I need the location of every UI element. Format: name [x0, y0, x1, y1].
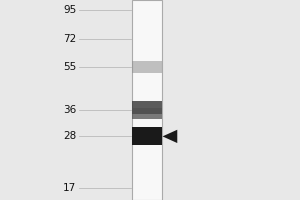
Text: 95: 95	[63, 5, 76, 15]
Bar	[132, 61, 162, 73]
Text: 55: 55	[63, 62, 76, 72]
Text: 36: 36	[63, 105, 76, 115]
Bar	[132, 108, 162, 119]
Bar	[132, 101, 162, 114]
Text: 28: 28	[63, 131, 76, 141]
Polygon shape	[163, 130, 177, 143]
Bar	[132, 0, 162, 200]
Bar	[132, 127, 162, 145]
Text: 17: 17	[63, 183, 76, 193]
Text: 72: 72	[63, 34, 76, 44]
